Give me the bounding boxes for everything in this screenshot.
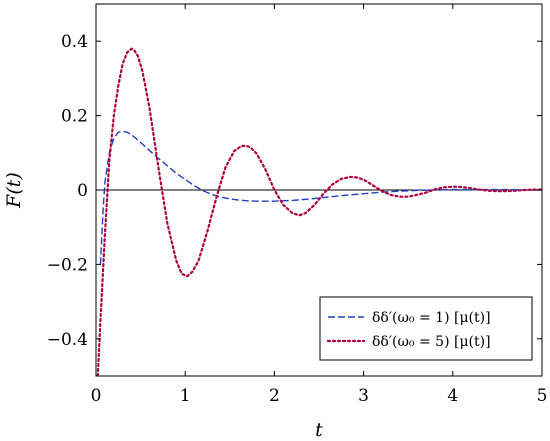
legend-entry-series-1: δδ′(ω₀ = 1) [μ(t)]	[372, 310, 491, 326]
x-axis-label: t	[315, 419, 323, 441]
series-line-2	[96, 47, 542, 376]
x-tick-label: 4	[447, 386, 458, 406]
legend: δδ′(ω₀ = 1) [μ(t)] δδ′(ω₀ = 5) [μ(t)]	[319, 296, 533, 361]
x-tick-label: 5	[537, 386, 548, 406]
legend-entry-series-2: δδ′(ω₀ = 5) [μ(t)]	[372, 334, 491, 350]
y-tick-label: −0.2	[47, 255, 88, 275]
y-tick-label: −0.4	[47, 330, 88, 350]
x-tick-label: 2	[269, 386, 280, 406]
series-line-1	[99, 130, 542, 265]
y-tick-label: 0.4	[61, 32, 88, 52]
y-axis-label: F(t)	[3, 172, 25, 209]
x-tick-label: 0	[91, 386, 102, 406]
legend-box	[319, 296, 533, 361]
x-tick-label: 3	[358, 386, 369, 406]
y-tick-label: 0	[77, 181, 88, 201]
y-tick-label: 0.2	[61, 107, 88, 127]
x-tick-label: 1	[180, 386, 191, 406]
